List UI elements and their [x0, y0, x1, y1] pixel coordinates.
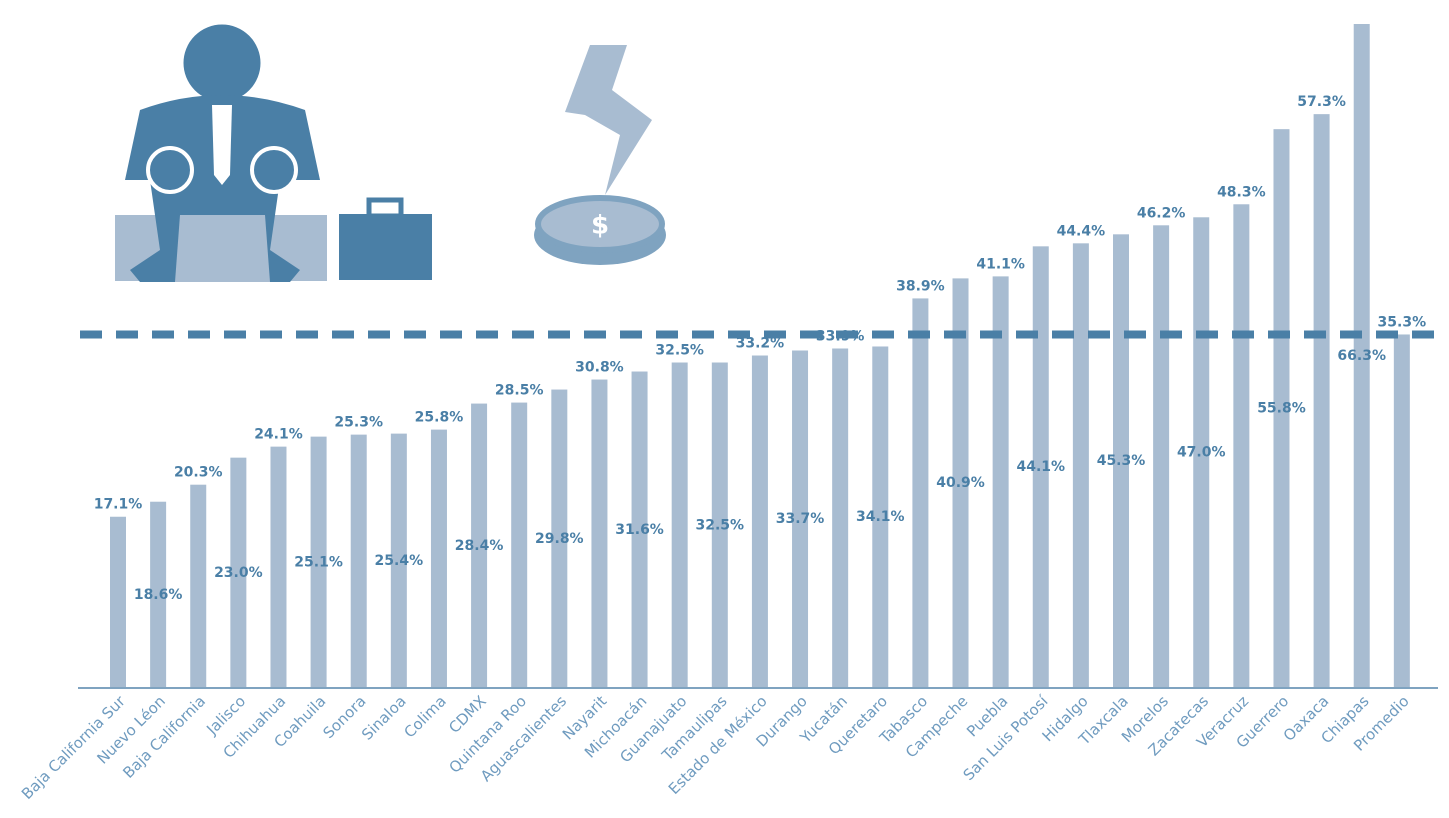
value-label: 32.5%: [655, 343, 704, 359]
bar: [1153, 225, 1169, 688]
bar: [270, 447, 286, 688]
briefcase-icon: [339, 200, 432, 280]
value-label: 44.1%: [1016, 459, 1065, 475]
value-label: 28.5%: [495, 383, 544, 399]
bar: [431, 430, 447, 688]
value-label: 40.9%: [936, 475, 985, 491]
value-label: 57.3%: [1297, 94, 1346, 110]
value-label: 44.4%: [1057, 223, 1106, 239]
bar: [110, 517, 126, 688]
value-label: 41.1%: [976, 256, 1025, 272]
value-label: 28.4%: [455, 538, 504, 554]
value-label: 46.2%: [1137, 205, 1186, 221]
value-label: 20.3%: [174, 465, 223, 481]
value-label: 24.1%: [254, 427, 303, 443]
bar: [912, 298, 928, 688]
value-label: 31.6%: [615, 522, 664, 538]
value-label: 34.1%: [856, 509, 905, 525]
bar: [190, 485, 206, 688]
x-tick-label: Sinaloa: [358, 692, 410, 744]
value-label: 17.1%: [94, 497, 143, 513]
bar: [511, 403, 527, 688]
value-label: 55.8%: [1257, 401, 1306, 417]
value-label: 29.8%: [535, 531, 584, 547]
value-label: 45.3%: [1097, 453, 1146, 469]
value-label: 66.3%: [1337, 348, 1386, 364]
value-label: 47.0%: [1177, 445, 1226, 461]
svg-text:$: $: [591, 211, 609, 241]
bar: [591, 380, 607, 688]
value-label: 33.7%: [776, 511, 825, 527]
value-label: 25.8%: [415, 410, 464, 426]
x-tick-label: Colima: [400, 692, 449, 741]
value-label: 18.6%: [134, 587, 183, 603]
bar: [1233, 204, 1249, 688]
bar: [1394, 334, 1410, 688]
value-label: 25.4%: [375, 553, 424, 569]
chart: $ 17.1%Baja California Sur18.6%Nuevo Léo…: [0, 0, 1449, 818]
bar: [672, 363, 688, 688]
value-label: 25.1%: [294, 554, 343, 570]
value-label: 25.3%: [334, 415, 383, 431]
crisis-icon: $: [534, 45, 666, 265]
bar: [1314, 114, 1330, 688]
worried-man-icon: [115, 23, 327, 282]
value-label: 48.3%: [1217, 184, 1266, 200]
value-label: 35.3%: [1378, 314, 1427, 330]
bar: [752, 355, 768, 688]
value-label: 30.8%: [575, 360, 624, 376]
bar: [351, 435, 367, 688]
value-label: 32.5%: [696, 517, 745, 533]
bar: [1073, 243, 1089, 688]
bar: [832, 348, 848, 688]
value-label: 23.0%: [214, 565, 263, 581]
value-label: 38.9%: [896, 278, 945, 294]
